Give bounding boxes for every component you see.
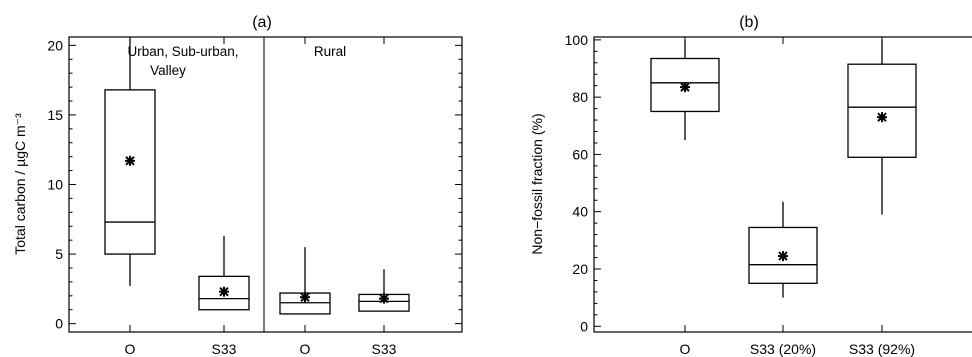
panel-a-group-label-rural: Rural xyxy=(314,44,346,59)
panel-a-boxes xyxy=(104,37,410,315)
panel-b-xtick-label: O xyxy=(680,341,691,357)
panel-a-box-2 xyxy=(279,247,331,315)
panel-b-x-axis: O S33 (20%) S33 (92%) xyxy=(680,37,915,357)
panel-a-box-0 xyxy=(104,37,156,287)
panel-a-y-axis-label: Total carbon / µgC m⁻³ xyxy=(12,113,28,255)
panel-a-xtick-label: O xyxy=(125,341,136,357)
mean-marker xyxy=(877,112,887,123)
panel-a-xtick-label: S33 xyxy=(212,341,237,357)
panel-a-ytick-label: 5 xyxy=(55,246,63,262)
panel-b-xtick-label: S33 (20%) xyxy=(750,341,816,357)
panel-a-x-axis: O S33 O S33 xyxy=(125,37,397,357)
panel-a-ytick-label: 15 xyxy=(47,107,63,123)
panel-b: (b) 0 20 40 60 80 100 O S33 (20%) S33 (92%) Non… xyxy=(529,14,972,357)
box-iqr xyxy=(748,226,818,284)
panel-b-ytick-label: 0 xyxy=(580,318,588,334)
box-iqr xyxy=(198,275,250,311)
panel-a-y-axis: 0 5 10 15 20 xyxy=(47,37,462,332)
mean-marker xyxy=(300,292,310,303)
panel-b-box-2 xyxy=(847,39,917,215)
panel-b-frame xyxy=(593,36,972,333)
box-iqr xyxy=(650,57,720,113)
panel-a-box-3 xyxy=(358,269,410,312)
panel-a-group-label-urban: Urban, Sub-urban, xyxy=(127,44,238,59)
panel-a-box-1 xyxy=(198,235,250,311)
panel-a-ytick-label: 10 xyxy=(47,177,63,193)
panel-b-ytick-label: 100 xyxy=(565,32,589,48)
panel-a-ytick-label: 0 xyxy=(55,316,63,332)
panel-b-y-axis-label: Non−fossil fraction (%) xyxy=(529,113,545,254)
mean-marker xyxy=(379,293,389,304)
mean-marker xyxy=(219,286,229,297)
panel-b-xtick-label: S33 (92%) xyxy=(849,341,915,357)
panel-b-boxes xyxy=(650,39,917,298)
panel-a-xtick-label: O xyxy=(300,341,311,357)
panel-a-frame xyxy=(68,36,463,333)
mean-marker xyxy=(125,155,135,166)
mean-marker xyxy=(778,251,788,262)
box-iqr xyxy=(847,63,917,158)
panel-a-label: (a) xyxy=(252,14,272,31)
panel-b-y-axis: 0 20 40 60 80 100 xyxy=(565,32,601,334)
panel-b-label: (b) xyxy=(739,14,759,31)
panel-a-xtick-label: S33 xyxy=(372,341,397,357)
mean-marker xyxy=(680,82,690,93)
panel-b-ytick-label: 20 xyxy=(572,261,588,277)
panel-b-box-1 xyxy=(748,201,818,298)
panel-b-ytick-label: 60 xyxy=(572,146,588,162)
box-iqr xyxy=(104,89,156,255)
panel-b-ytick-label: 80 xyxy=(572,89,588,105)
panel-a: (a) Urban, Sub-urban, Valley Rural 0 5 10 1… xyxy=(12,14,463,357)
panel-a-ytick-label: 20 xyxy=(47,37,63,53)
panel-b-box-0 xyxy=(650,39,720,141)
panel-b-ytick-label: 40 xyxy=(572,204,588,220)
panel-a-group-label-urban-line2: Valley xyxy=(150,63,186,78)
